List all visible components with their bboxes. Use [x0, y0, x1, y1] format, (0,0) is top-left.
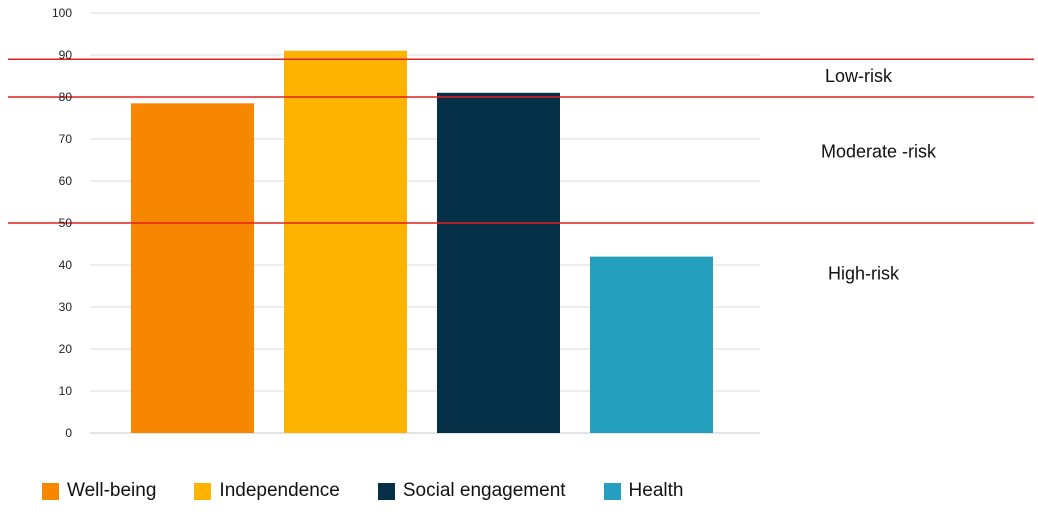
y-tick-label: 90	[59, 48, 73, 62]
y-tick-label: 20	[59, 342, 73, 356]
y-tick-label: 0	[65, 426, 72, 440]
bar-social-engagement	[437, 92, 560, 434]
legend-label: Independence	[219, 480, 340, 501]
zone-label-high: High-risk	[828, 263, 900, 283]
legend-item-social-engagement: Social engagement	[377, 480, 566, 502]
legend-item-health: Health	[603, 480, 684, 502]
bar-well-being	[131, 103, 254, 434]
legend-item-well-being: Well-being	[42, 480, 156, 502]
bar-health	[590, 256, 713, 433]
legend-label: Well-being	[67, 480, 157, 501]
legend-swatch	[377, 482, 395, 500]
legend-swatch	[603, 482, 621, 500]
threshold-lines	[8, 58, 1034, 224]
legend: Well-being Independence Social engagemen…	[42, 480, 721, 502]
y-tick-label: 30	[59, 300, 73, 314]
legend-label: Social engagement	[402, 480, 566, 501]
y-tick-label: 70	[59, 132, 73, 146]
zone-label-moderate: Moderate -risk	[821, 142, 937, 162]
legend-label: Health	[628, 480, 684, 501]
risk-zone-labels: Low-risk Moderate -risk High-risk	[821, 66, 937, 283]
zone-label-low: Low-risk	[825, 66, 893, 86]
bars	[131, 50, 713, 434]
bar-independence	[284, 50, 407, 434]
legend-item-independence: Independence	[194, 480, 340, 502]
y-tick-label: 10	[59, 384, 73, 398]
legend-swatch	[42, 482, 59, 500]
y-tick-label: 50	[59, 216, 73, 230]
legend-swatch	[194, 482, 212, 500]
y-tick-label: 40	[59, 258, 73, 272]
y-tick-label: 100	[52, 6, 72, 20]
y-tick-label: 60	[59, 174, 73, 188]
y-tick-label: 80	[59, 90, 73, 104]
y-axis-ticks: 0 10 20 30 40 50 60 70 80 90 100	[52, 6, 72, 440]
